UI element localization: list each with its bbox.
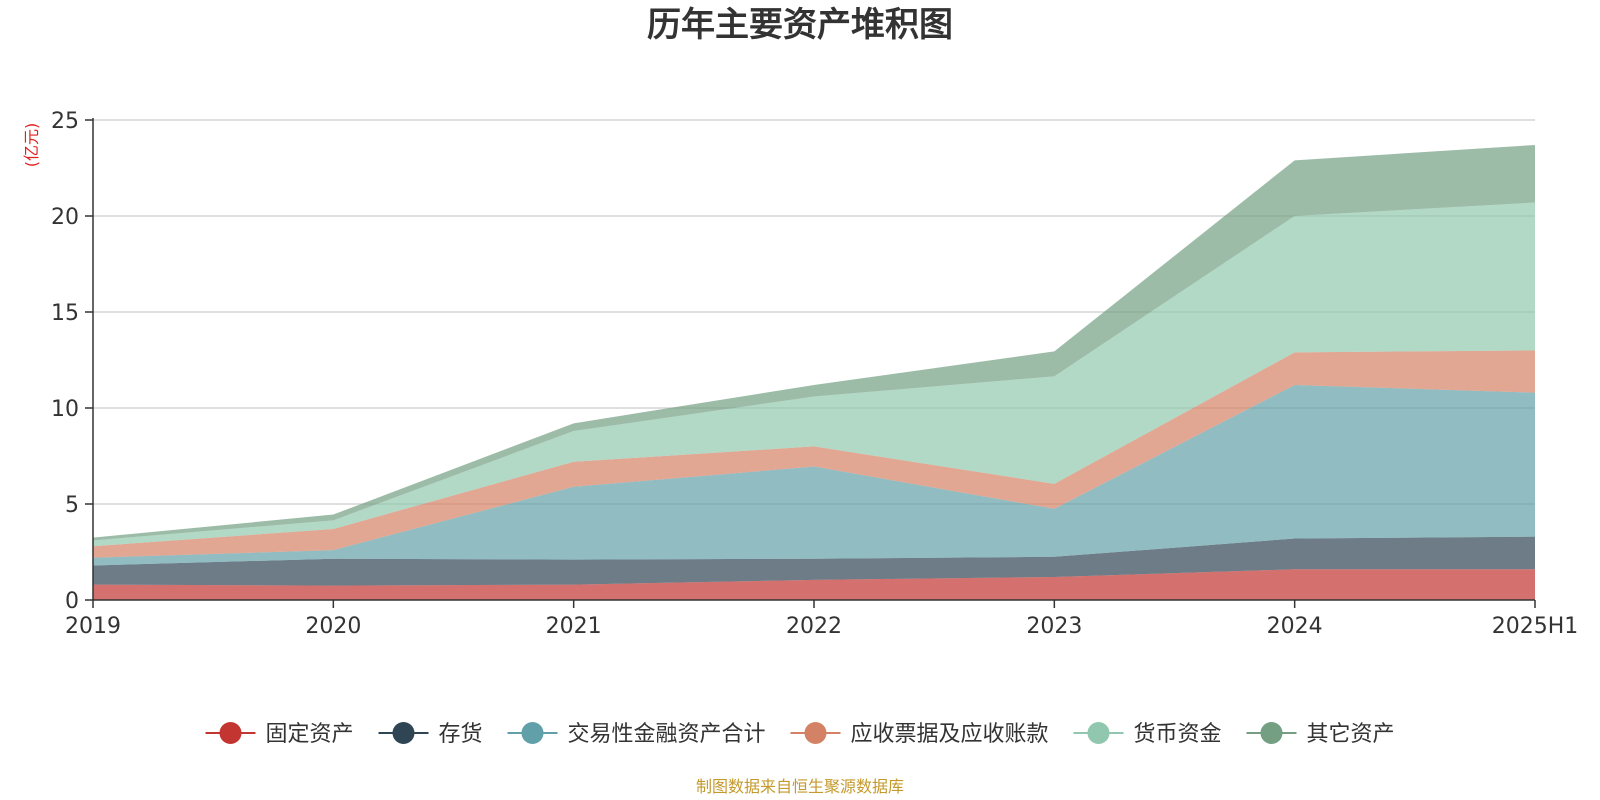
x-tick-label: 2025H1 (1492, 614, 1579, 639)
x-tick-label: 2020 (305, 614, 361, 639)
x-tick-label: 2019 (65, 614, 121, 639)
area-series-group (93, 144, 1535, 600)
y-tick-label: 20 (51, 205, 79, 230)
area-series-2 (93, 536, 1535, 586)
x-tick-label: 2023 (1026, 614, 1082, 639)
legend-circle-icon (1087, 722, 1110, 744)
y-tick-label: 0 (65, 589, 79, 614)
legend-item-1[interactable]: 固定资产 (205, 722, 354, 747)
chart-title: 历年主要资产堆积图 (647, 5, 953, 45)
legend-item-3[interactable]: 交易性金融资产合计 (507, 722, 766, 747)
legend-item-6[interactable]: 其它资产 (1246, 722, 1395, 747)
area-series-4 (93, 350, 1535, 558)
area-series-3 (93, 384, 1535, 566)
legend-label: 固定资产 (266, 722, 354, 747)
y-tick-label: 15 (51, 301, 79, 326)
y-tick-label: 5 (65, 493, 79, 518)
legend-label: 应收票据及应收账款 (851, 722, 1049, 747)
legend-circle-icon (392, 722, 415, 744)
area-series-5 (93, 202, 1535, 547)
y-tick-label: 25 (51, 109, 79, 134)
x-tick-label: 2022 (786, 614, 842, 639)
legend-label: 其它资产 (1307, 722, 1395, 747)
area-series-6 (93, 144, 1535, 541)
legend-circle-icon (804, 722, 827, 744)
legend-item-5[interactable]: 货币资金 (1073, 722, 1222, 747)
data-source-note: 制图数据来自恒生聚源数据库 (696, 777, 904, 796)
y-tick-label: 10 (51, 397, 79, 422)
legend-circle-icon (1260, 722, 1283, 744)
area-series-1 (93, 569, 1535, 600)
axes: 0 5 10 15 20 25 2019 2020 2021 2022 2023 2024 2025H1 (51, 109, 1578, 639)
legend-item-4[interactable]: 应收票据及应收账款 (790, 722, 1049, 747)
legend-label: 货币资金 (1134, 722, 1222, 747)
y-axis-unit-label: (亿元) (22, 123, 41, 168)
legend-circle-icon (521, 722, 544, 744)
legend-label: 交易性金融资产合计 (568, 722, 766, 747)
legend: 固定资产 存货 交易性金融资产合计 应收票据及应收账款 货币资金 其它资产 (205, 722, 1395, 747)
x-tick-label: 2024 (1267, 614, 1323, 639)
legend-circle-icon (219, 722, 242, 744)
legend-label: 存货 (439, 722, 483, 747)
x-tick-label: 2021 (546, 614, 602, 639)
legend-item-2[interactable]: 存货 (378, 722, 483, 747)
